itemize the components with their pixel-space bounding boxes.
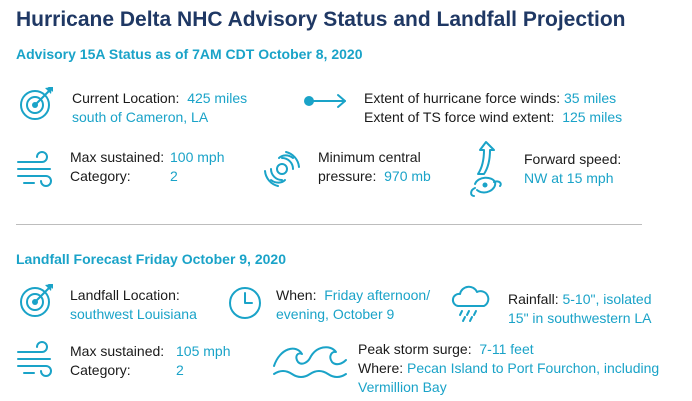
pressure-label: Minimum central [318, 149, 421, 165]
section-divider [16, 224, 642, 225]
category-value: 2 [170, 168, 178, 184]
landfall-max-sustained-value: 105 mph [176, 343, 231, 359]
forward-speed-value: NW at 15 mph [524, 170, 614, 186]
waves-icon [273, 346, 347, 378]
current-location-label: Current Location: [72, 90, 180, 106]
where-value-line2: Vermillion Bay [358, 379, 447, 395]
rainfall-label: Rainfall: [508, 291, 559, 307]
landfall-location-value: southwest Louisiana [70, 306, 197, 322]
rainfall: Rainfall: 5-10", isolated 15" in southwe… [508, 290, 652, 328]
advisory-heading: Advisory 15A Status as of 7AM CDT Octobe… [16, 46, 363, 62]
where-value: Pecan Island to Port Fourchon, including [407, 360, 660, 376]
current-location-value-line2: south of Cameron, LA [72, 109, 209, 125]
hurricane-winds-label: Extent of hurricane force winds: [364, 90, 561, 106]
ts-winds-label: Extent of TS force wind extent: [364, 109, 555, 125]
page-title: Hurricane Delta NHC Advisory Status and … [16, 8, 626, 31]
when-label: When: [276, 287, 317, 303]
forward-speed: Forward speed: NW at 15 mph [524, 150, 621, 188]
wind-extent: Extent of hurricane force winds: 35 mile… [364, 89, 622, 127]
max-sustained-value: 100 mph [170, 149, 225, 165]
landfall-category-label: Category: [70, 362, 131, 378]
max-sustained-label: Max sustained: [70, 149, 165, 165]
landfall-category-value: 2 [176, 362, 184, 378]
landfall-wind-icon [17, 341, 52, 377]
minimum-pressure: Minimum central pressure: 970 mb [318, 148, 431, 186]
ts-winds-value: 125 miles [562, 109, 623, 125]
arrow-right-icon [304, 94, 346, 108]
hurricane-icon [264, 151, 300, 187]
wind-icon [17, 151, 52, 187]
forward-speed-label: Forward speed: [524, 151, 622, 167]
landfall-max-sustained-label: Max sustained: [70, 343, 165, 359]
current-location: Current Location: 425 miles south of Cam… [72, 89, 247, 127]
rain-cloud-icon [451, 285, 490, 322]
where-label: Where: [358, 360, 404, 376]
storm-surge: Peak storm surge: 7-11 feet Where: Pecan… [358, 340, 659, 397]
when-value: Friday afternoon/ [324, 287, 431, 303]
track-arrow-icon [470, 141, 502, 197]
pressure-value: 970 mb [384, 168, 431, 184]
clock-icon [229, 287, 261, 319]
surge-label: Peak storm surge: [358, 341, 472, 357]
surge-value: 7-11 feet [479, 341, 534, 357]
rainfall-value-line2: 15" in southwestern LA [508, 310, 652, 326]
when-value-line2: evening, October 9 [276, 306, 395, 322]
landfall-heading: Landfall Forecast Friday October 9, 2020 [16, 251, 286, 267]
target-icon [20, 87, 53, 120]
landfall-location-label: Landfall Location: [70, 287, 180, 303]
category-label: Category: [70, 168, 131, 184]
landfall-when: When: Friday afternoon/ evening, October… [276, 286, 430, 324]
landfall-max-sustained: Max sustained: 105 mph Category: 2 [70, 342, 230, 380]
landfall-target-icon [20, 284, 53, 317]
pressure-label-line2: pressure: [318, 168, 377, 184]
rainfall-value: 5-10", isolated [562, 291, 652, 307]
current-location-value: 425 miles [187, 90, 248, 106]
advisory-max-sustained: Max sustained: 100 mph Category: 2 [70, 148, 224, 186]
hurricane-winds-value: 35 miles [564, 90, 617, 106]
landfall-location: Landfall Location: southwest Louisiana [70, 286, 197, 324]
